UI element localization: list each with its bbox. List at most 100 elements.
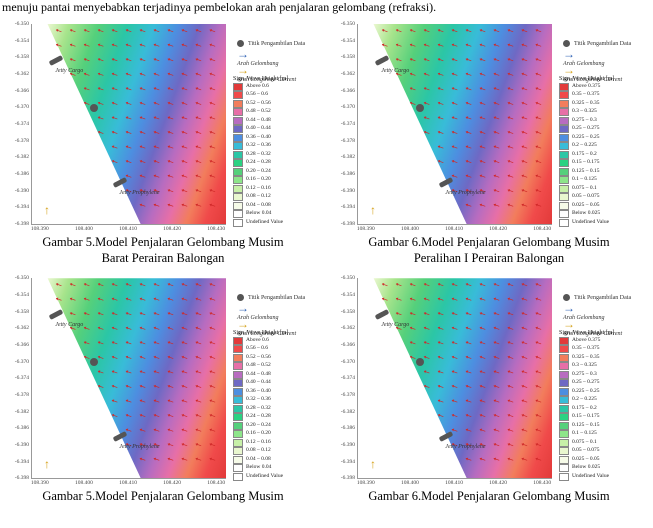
legend-range-label: 0.32 – 0.36	[246, 143, 271, 149]
legend-range-label: 0.24 – 0.28	[246, 414, 271, 420]
x-axis-tick-label: 108.430	[207, 480, 225, 493]
legend-swatch	[559, 142, 569, 150]
y-axis-tick-label: -6.374	[331, 375, 355, 381]
y-axis-tick-label: -6.386	[331, 425, 355, 431]
legend-swatch	[559, 473, 569, 481]
jetty-propylene-label: Jetty Prophylene	[445, 444, 485, 450]
legend-swatch	[559, 362, 569, 370]
legend-row: 0.24 – 0.28	[233, 159, 317, 167]
legend-range-label: 0.325 – 0.35	[572, 101, 600, 107]
legend-longshore-current	[237, 67, 317, 75]
y-axis-tick-label: -6.390	[5, 188, 29, 194]
legend-wave-direction	[237, 51, 317, 59]
legend-range-label: 0.44 – 0.48	[246, 372, 271, 378]
cell-bottom-left: Jetty CargoJetty Prophylene↑-6.350-6.354…	[0, 272, 326, 511]
legend-range-label: 0.3 – 0.325	[572, 363, 597, 369]
wave-model-figure: Jetty CargoJetty Prophylene↑-6.350-6.354…	[3, 272, 323, 487]
legend-row: 0.325 – 0.35	[559, 100, 643, 108]
legend-row: 0.52 – 0.56	[233, 354, 317, 362]
legend-range-label: 0.175 – 0.2	[572, 152, 597, 158]
dot-icon	[563, 40, 570, 47]
legend-row: Undefined Value	[559, 219, 643, 227]
legend-row: Below 0.025	[559, 210, 643, 218]
y-axis-tick-label: -6.374	[5, 121, 29, 127]
legend-swatch	[233, 117, 243, 125]
arrow-icon	[563, 51, 585, 59]
y-axis-tick-label: -6.378	[5, 392, 29, 398]
legend-swatch	[559, 176, 569, 184]
legend-row: 0.3 – 0.325	[559, 362, 643, 370]
legend-range-label: 0.28 – 0.32	[246, 406, 271, 412]
legend-row: 0.25 – 0.275	[559, 379, 643, 387]
legend-range-label: Undefined Value	[572, 220, 609, 226]
legend-swatch	[559, 219, 569, 227]
plot-area: Jetty CargoJetty Prophylene↑	[357, 24, 552, 225]
y-axis-tick-label: -6.370	[5, 359, 29, 365]
legend-swatch	[559, 371, 569, 379]
legend-row: 0.56 – 0.6	[233, 91, 317, 99]
legend-swatch	[559, 337, 569, 345]
north-arrow-icon: ↑	[370, 457, 376, 472]
color-scale-legend: Sign. Wave Height [m]Above 0.60.56 – 0.6…	[233, 330, 317, 482]
y-axis-tick-label: -6.398	[5, 221, 29, 227]
y-axis-tick-label: -6.354	[331, 38, 355, 44]
legend-row: 0.2 – 0.225	[559, 396, 643, 404]
y-axis-tick-label: -6.394	[331, 459, 355, 465]
legend-wave-direction	[237, 305, 317, 313]
legend-swatch	[559, 185, 569, 193]
legend-range-label: 0.52 – 0.56	[246, 101, 271, 107]
y-axis-tick-label: -6.386	[331, 171, 355, 177]
legend-row: Above 0.6	[233, 337, 317, 345]
legend-row: Undefined Value	[559, 473, 643, 481]
x-axis-tick-label: 108.420	[489, 480, 507, 493]
wave-model-figure: Jetty CargoJetty Prophylene↑-6.350 -6.354…	[329, 18, 649, 233]
arrow-icon	[237, 321, 259, 329]
y-axis-tick-label: -6.358	[5, 309, 29, 315]
legend-row: Above 0.375	[559, 337, 643, 345]
legend-row: 0.12 – 0.16	[233, 185, 317, 193]
legend-range-label: 0.2 – 0.225	[572, 143, 597, 149]
legend-row: Undefined Value	[233, 473, 317, 481]
legend-range-label: 0.125 – 0.15	[572, 423, 600, 429]
legend-row: 0.16 – 0.20	[233, 430, 317, 438]
legend-row: 0.28 – 0.32	[233, 151, 317, 159]
x-axis-tick-label: 108.390	[357, 226, 375, 239]
legend-swatch	[559, 168, 569, 176]
x-axis-tick-label: 108.400	[401, 226, 419, 239]
arrow-icon	[563, 67, 585, 75]
legend-range-label: 0.40 – 0.44	[246, 126, 271, 132]
y-axis-tick-label: -6.350	[331, 21, 355, 27]
legend-swatch	[559, 108, 569, 116]
legend-range-label: 0.08 – 0.12	[246, 448, 271, 454]
legend-range-label: 0.32 – 0.36	[246, 397, 271, 403]
legend-row: 0.52 – 0.56	[233, 100, 317, 108]
legend-range-label: 0.04 – 0.08	[246, 457, 271, 463]
dot-icon	[563, 294, 570, 301]
legend-swatch	[233, 159, 243, 167]
legend-range-label: 0.16 – 0.20	[246, 177, 271, 183]
color-scale-legend: Sign. Wave Height [m]Above 0.3750.35 – 0…	[559, 330, 643, 482]
legend-row: 0.15 – 0.175	[559, 159, 643, 167]
legend-row: 0.275 – 0.3	[559, 371, 643, 379]
legend-range-label: Above 0.375	[572, 338, 600, 344]
north-arrow-icon: ↑	[370, 203, 376, 218]
legend-row: 0.56 – 0.6	[233, 345, 317, 353]
arrow-icon	[563, 321, 585, 329]
legend-swatch	[559, 379, 569, 387]
legend-swatch	[559, 159, 569, 167]
y-axis-tick-label: -6.382	[331, 154, 355, 160]
y-axis-tick-label: -6.350	[5, 275, 29, 281]
x-axis-tick-label: 108.400	[75, 226, 93, 239]
legend-swatch	[233, 151, 243, 159]
legend-range-label: Undefined Value	[572, 474, 609, 480]
legend-row: 0.12 – 0.16	[233, 439, 317, 447]
legend-range-label: 0.025 – 0.05	[572, 203, 600, 209]
jetty-cargo-label: Jetty Cargo	[381, 322, 409, 328]
legend-row: 0.175 – 0.2	[559, 151, 643, 159]
x-axis-tick-label: 108.410	[445, 226, 463, 239]
legend-swatch	[233, 371, 243, 379]
legend-row: 0.04 – 0.08	[233, 202, 317, 210]
legend-row: 0.32 – 0.36	[233, 396, 317, 404]
legend-range-label: Below 0.025	[572, 211, 600, 217]
legend-row: 0.44 – 0.48	[233, 371, 317, 379]
